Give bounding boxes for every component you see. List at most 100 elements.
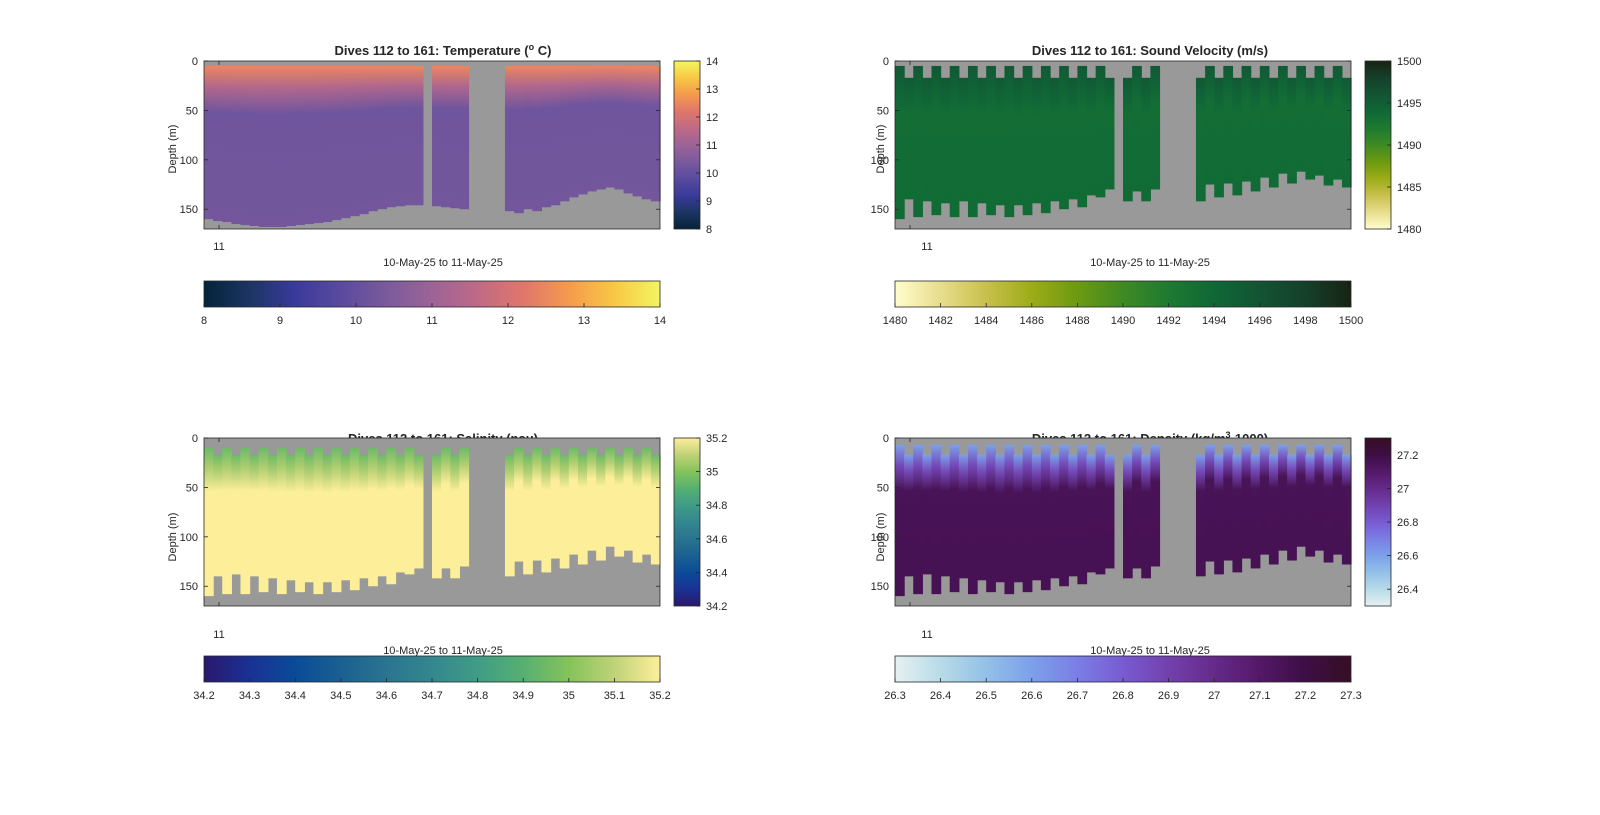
profile-column	[413, 65, 424, 206]
profile-column	[1031, 454, 1042, 581]
profile-column	[1040, 444, 1051, 591]
colorbar-tick-label: 9	[706, 196, 712, 208]
sound-velocity-xlabel: 10-May-25 to 11-May-25	[1090, 257, 1210, 269]
profile-column	[1123, 454, 1133, 579]
profile-column	[904, 77, 914, 200]
colorbar-tick-label: 34.2	[706, 601, 727, 613]
profile-column	[986, 444, 996, 593]
colorbar-tick-label: 27	[1397, 483, 1409, 495]
hcolorbar-tick-label: 34.6	[376, 690, 397, 702]
profile-column	[1141, 77, 1151, 202]
axes-frame	[894, 60, 1352, 230]
hcolorbar-tick-label: 34.3	[239, 690, 260, 702]
profile-column	[286, 65, 296, 227]
profile-column	[1141, 454, 1151, 579]
hcolorbar-tick-label: 34.8	[467, 690, 488, 702]
profile-column	[1314, 65, 1325, 176]
profile-column	[504, 65, 515, 212]
profile-column	[322, 454, 333, 583]
colorbar-tick-label: 26.8	[1397, 517, 1418, 529]
colorbar-tick-label: 1500	[1397, 56, 1421, 68]
colorbar-tick-label: 26.4	[1397, 584, 1418, 596]
profile-column	[1259, 65, 1270, 178]
profile-column	[413, 454, 424, 569]
profile-column	[359, 65, 369, 215]
profile-column	[258, 447, 269, 593]
profile-column	[377, 454, 387, 577]
horizontal-colorbar	[894, 655, 1352, 683]
profile-column	[240, 65, 251, 226]
profile-column	[623, 65, 634, 194]
profile-column	[940, 77, 951, 204]
profile-column	[632, 65, 643, 197]
profile-column	[1086, 454, 1097, 573]
colorbar-tick-label: 27.2	[1397, 450, 1418, 462]
profile-column	[1268, 77, 1279, 188]
colorbar-tick-label: 35	[706, 467, 718, 479]
colorbar-tick-label: 1485	[1397, 182, 1421, 194]
colorbar-tick-label: 1495	[1397, 98, 1421, 110]
profile-column	[596, 65, 606, 190]
sound-velocity-ylabel: Depth (m)	[875, 125, 887, 174]
hcolorbar-tick-label: 13	[578, 315, 590, 327]
profile-column	[1259, 444, 1270, 555]
profile-column	[1086, 77, 1097, 196]
profile-column	[559, 65, 570, 202]
profile-column	[1205, 65, 1215, 185]
profile-column	[895, 65, 905, 220]
sound-velocity-title: Dives 112 to 161: Sound Velocity (m/s)	[1032, 43, 1268, 58]
profile-column	[1195, 454, 1206, 577]
profile-column	[1068, 77, 1078, 200]
hcolorbar-tick-label: 1480	[883, 315, 907, 327]
hcolorbar-tick-label: 1496	[1248, 315, 1272, 327]
profile-column	[450, 454, 460, 579]
profile-column	[1013, 454, 1024, 583]
profile-column	[596, 454, 606, 561]
profile-column	[958, 454, 969, 579]
colorbar-tick-label: 34.8	[706, 500, 727, 512]
profile-column	[913, 65, 923, 218]
ytick-label: 0	[883, 433, 889, 445]
profile-column	[922, 454, 933, 575]
salinity-xlabel: 10-May-25 to 11-May-25	[383, 645, 503, 657]
profile-column	[1132, 65, 1142, 192]
profile-column	[459, 447, 470, 567]
profile-column	[441, 447, 451, 569]
colorbar-tick-label: 1490	[1397, 140, 1421, 152]
profile-column	[395, 454, 406, 573]
profile-column	[1341, 454, 1352, 565]
profile-column	[641, 447, 652, 555]
profile-column	[1296, 65, 1306, 172]
profile-column	[313, 65, 324, 224]
density-xlabel: 10-May-25 to 11-May-25	[1090, 645, 1210, 657]
hcolorbar-tick-label: 26.3	[884, 690, 905, 702]
profile-column	[550, 447, 561, 559]
profile-column	[577, 65, 588, 195]
profile-column	[958, 77, 969, 202]
profile-column	[204, 65, 214, 220]
hcolorbar-tick-label: 8	[201, 315, 207, 327]
profile-column	[1305, 454, 1316, 557]
colorbar-tick-label: 26.6	[1397, 551, 1418, 563]
profile-column	[368, 65, 378, 212]
ytick-label: 0	[192, 433, 198, 445]
hcolorbar-tick-label: 1482	[928, 315, 952, 327]
salinity-panel: Dives 112 to 161: Salinity (psu) Depth (…	[167, 431, 727, 702]
profile-column	[541, 454, 552, 573]
hcolorbar-tick-label: 1494	[1202, 315, 1226, 327]
profile-column	[404, 65, 415, 206]
profile-column	[1296, 444, 1306, 547]
hcolorbar-tick-label: 9	[277, 315, 283, 327]
hcolorbar-tick-label: 1484	[974, 315, 998, 327]
profile-column	[977, 454, 987, 581]
ytick-label: 100	[180, 532, 198, 544]
hcolorbar-tick-label: 35.2	[649, 690, 670, 702]
profile-column	[1305, 77, 1316, 180]
profile-column	[1150, 444, 1161, 567]
colorbar-tick-label: 14	[706, 56, 718, 68]
profile-column	[349, 65, 360, 217]
density-panel: Dives 112 to 161: Density (kg/m3-1000) D…	[871, 430, 1419, 702]
profile-column	[1332, 65, 1343, 180]
hcolorbar-tick-label: 1492	[1156, 315, 1180, 327]
profile-column	[395, 65, 406, 207]
